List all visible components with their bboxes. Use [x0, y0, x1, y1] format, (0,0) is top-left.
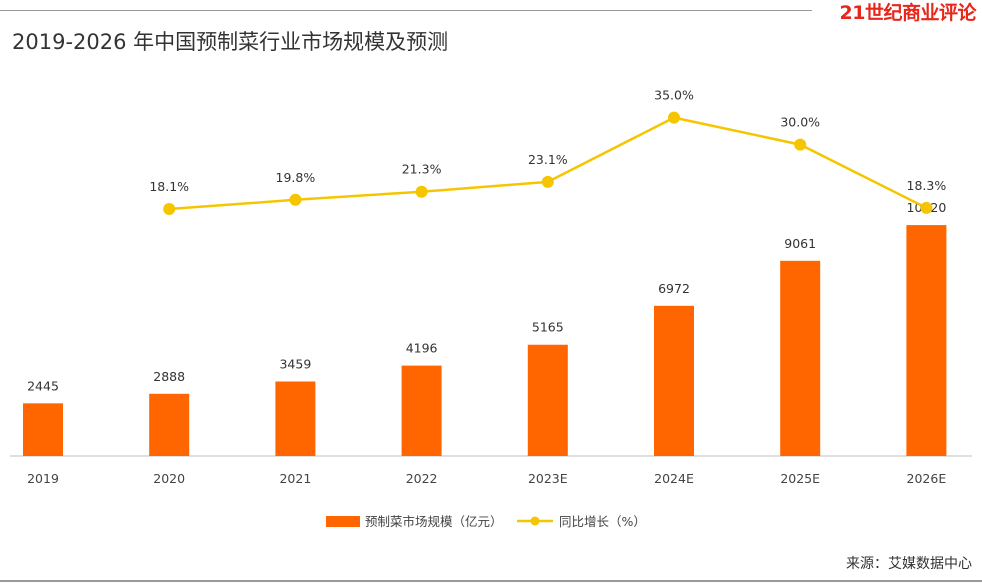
- x-tick-label: 2023E: [528, 471, 568, 486]
- x-ticks-group: 2019 2020 2021 2022 2023E 2024E 2025E 2026E: [27, 471, 946, 486]
- x-tick-label: 2020: [153, 471, 185, 486]
- x-tick-label: 2024E: [654, 471, 694, 486]
- bar: [906, 225, 947, 456]
- legend-label-line: 同比增长（%）: [559, 514, 646, 529]
- growth-value-label: 23.1%: [528, 152, 568, 167]
- pct-labels-group: 18.1% 19.8% 21.3% 23.1% 35.0% 30.0% 18.3%: [149, 88, 946, 194]
- bar: [780, 260, 821, 456]
- bars-group: [23, 225, 947, 456]
- bar: [149, 393, 190, 456]
- bar: [275, 381, 316, 456]
- x-tick-label: 2025E: [780, 471, 820, 486]
- legend-label-bar: 预制菜市场规模（亿元）: [365, 514, 503, 529]
- bottom-rule: [0, 580, 982, 582]
- growth-point: [794, 138, 807, 151]
- bar-value-label: 6972: [658, 281, 690, 296]
- bar: [654, 305, 694, 456]
- growth-value-label: 18.1%: [149, 179, 189, 194]
- growth-point: [289, 193, 302, 206]
- legend: 预制菜市场规模（亿元） 同比增长（%）: [326, 514, 646, 529]
- brand-logo: 21世纪商业评论: [839, 2, 977, 24]
- growth-point: [541, 175, 554, 188]
- x-tick-label: 2026E: [907, 471, 947, 486]
- x-tick-label: 2021: [279, 471, 311, 486]
- bar: [527, 344, 568, 456]
- growth-point: [415, 185, 428, 198]
- growth-value-label: 30.0%: [780, 115, 820, 130]
- bar-value-label: 9061: [784, 236, 816, 251]
- top-rule: [0, 10, 812, 11]
- bar-value-label: 4196: [406, 341, 438, 356]
- chart-title: 2019-2026 年中国预制菜行业市场规模及预测: [12, 30, 449, 54]
- bar: [401, 365, 442, 456]
- growth-value-label: 18.3%: [907, 178, 947, 193]
- source-note: 来源：艾媒数据中心: [846, 556, 972, 572]
- growth-value-label: 19.8%: [276, 170, 316, 185]
- legend-swatch-line-marker: [530, 516, 540, 526]
- growth-point: [920, 201, 933, 214]
- growth-point: [163, 203, 176, 215]
- growth-point: [668, 111, 680, 124]
- growth-value-label: 35.0%: [654, 88, 694, 103]
- legend-swatch-bar: [326, 516, 360, 527]
- growth-value-label: 21.3%: [402, 162, 442, 177]
- bar: [23, 403, 63, 456]
- bar-value-label: 5165: [532, 320, 564, 335]
- bar-value-label: 3459: [279, 356, 311, 371]
- x-tick-label: 2022: [406, 471, 438, 486]
- bar-value-label: 2888: [153, 369, 185, 384]
- x-tick-label: 2019: [27, 471, 59, 486]
- line-series-group: [163, 111, 933, 215]
- bar-value-label: 2445: [27, 378, 59, 393]
